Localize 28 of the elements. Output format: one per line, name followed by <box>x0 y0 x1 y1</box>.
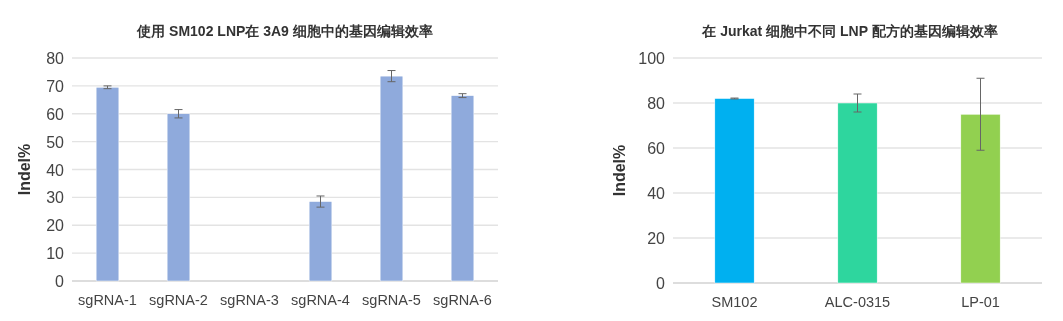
x-tick-label: LP-01 <box>961 294 1000 310</box>
x-tick-label: sgRNA-2 <box>149 292 208 308</box>
y-tick-label: 40 <box>647 185 666 202</box>
y-tick-label: 40 <box>46 161 65 179</box>
y-tick-label: 80 <box>46 50 65 67</box>
y-tick-label: 50 <box>46 133 65 151</box>
y-tick-label: 0 <box>55 273 65 290</box>
y-tick-label: 30 <box>46 189 65 207</box>
y-tick-label: 20 <box>46 217 65 235</box>
y-tick-label: 0 <box>656 275 666 292</box>
y-tick-label: 10 <box>46 245 65 263</box>
y-tick-label: 100 <box>638 50 666 67</box>
x-tick-label: SM102 <box>711 294 758 310</box>
x-tick-label: sgRNA-4 <box>291 292 350 308</box>
x-tick-label: sgRNA-5 <box>362 292 421 308</box>
x-tick-label: ALC-0315 <box>824 294 891 310</box>
x-tick-label: sgRNA-1 <box>78 292 137 308</box>
y-tick-label: 60 <box>647 140 666 157</box>
y-tick-label: 70 <box>46 77 65 95</box>
y-axis-title: Indel% <box>611 144 628 197</box>
chart-title: 在 Jurkat 细胞中不同 LNP 配方的基因编辑效率 <box>701 23 998 39</box>
chart-title: 使用 SM102 LNP在 3A9 细胞中的基因编辑效率 <box>136 23 433 39</box>
y-tick-label: 60 <box>46 105 65 123</box>
y-tick-label: 80 <box>647 95 666 112</box>
x-tick-label: sgRNA-3 <box>220 292 279 308</box>
y-tick-label: 20 <box>647 230 666 247</box>
y-axis-title: Indel% <box>16 143 33 196</box>
x-tick-label: sgRNA-6 <box>433 292 492 308</box>
